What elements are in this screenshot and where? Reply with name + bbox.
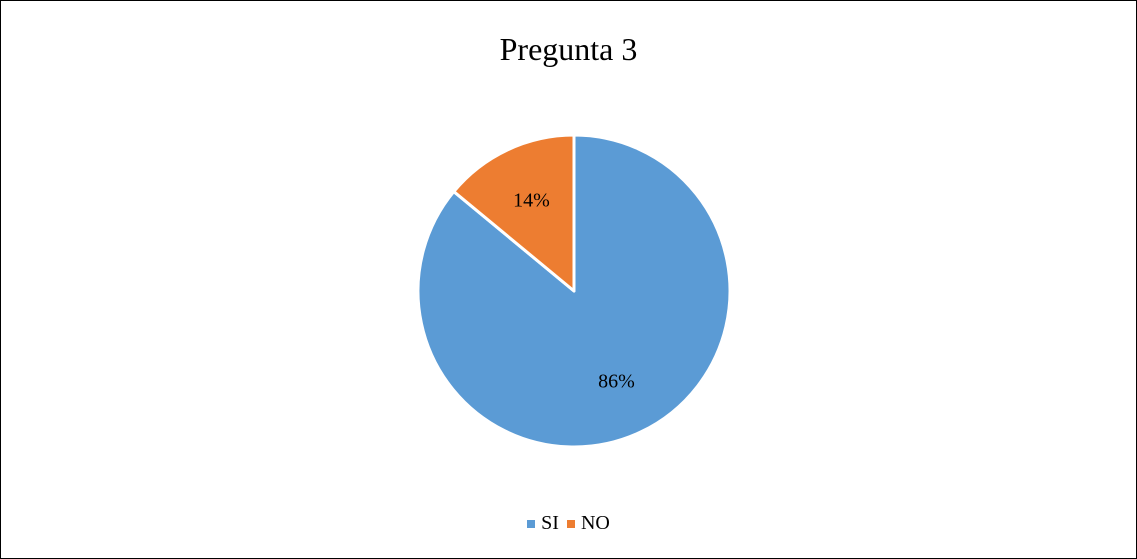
legend-swatch-no bbox=[566, 519, 575, 528]
data-label-si: 86% bbox=[598, 370, 635, 392]
chart-title: Pregunta 3 bbox=[499, 31, 638, 67]
legend-item-no: NO bbox=[566, 512, 610, 535]
pie-slice-no bbox=[452, 133, 576, 293]
legend-label-no: NO bbox=[580, 512, 610, 534]
legend-item-si: SI bbox=[527, 512, 559, 535]
data-label-no: 14% bbox=[513, 190, 550, 212]
chart-legend: SI NO bbox=[1, 512, 1136, 535]
legend-swatch-si bbox=[527, 519, 536, 528]
legend-label-si: SI bbox=[541, 512, 559, 534]
